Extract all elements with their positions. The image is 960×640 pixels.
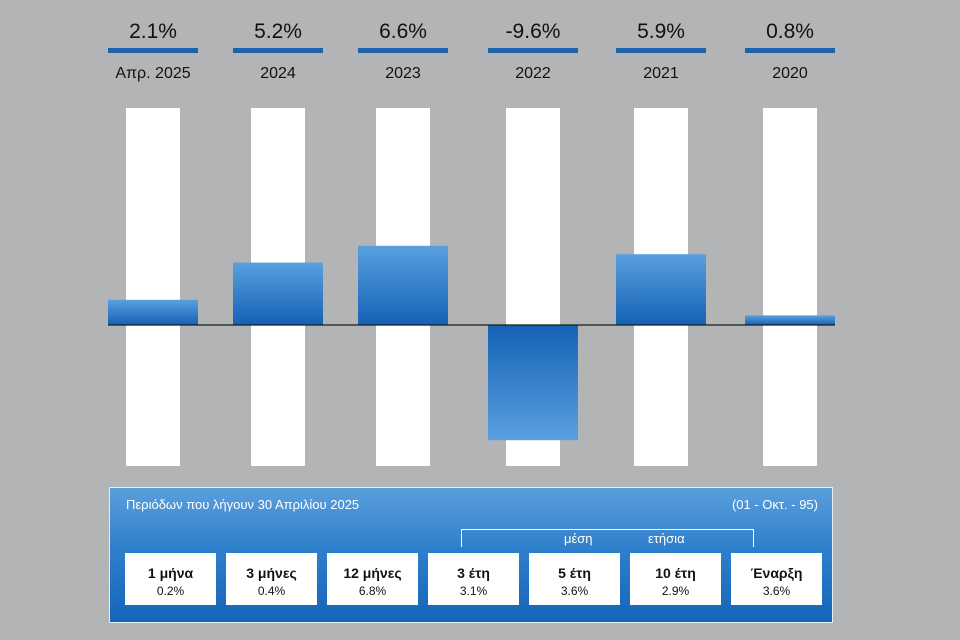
card-value: 0.2% xyxy=(156,584,185,598)
card-1-month: 1 μήνα 0.2% xyxy=(125,553,216,605)
card-value: 3.6% xyxy=(560,584,589,598)
card-3-years: 3 έτη 3.1% xyxy=(428,553,519,605)
header-underline xyxy=(745,48,835,53)
card-label: 12 μήνες xyxy=(343,565,402,581)
header-underline xyxy=(616,48,706,53)
header-underline xyxy=(108,48,198,53)
annual-label: ετήσια xyxy=(648,531,685,546)
card-label: 10 έτη xyxy=(655,565,696,581)
card-3-months: 3 μήνες 0.4% xyxy=(226,553,317,605)
bar-track xyxy=(763,108,817,466)
card-inception: Έναρξη 3.6% xyxy=(731,553,822,605)
header-underline xyxy=(233,48,323,53)
card-value: 2.9% xyxy=(661,584,690,598)
bar xyxy=(108,299,198,325)
average-label: μέση xyxy=(564,531,593,546)
data-label: 0.8% xyxy=(766,20,814,43)
average-annual-bracket xyxy=(461,529,754,547)
category-label: 2023 xyxy=(385,65,421,82)
bar-track xyxy=(126,108,180,466)
returns-bar-chart: 2.1% Απρ. 2025 5.2% 2024 6.6% 2023 -9.6% 2022 5.… xyxy=(108,20,835,466)
data-label: 5.2% xyxy=(254,20,302,43)
summary-title: Περιόδων που λήγουν 30 Απριλίου 2025 xyxy=(126,497,360,512)
card-10-years: 10 έτη 2.9% xyxy=(630,553,721,605)
category-label: 2024 xyxy=(260,65,296,82)
card-label: 1 μήνα xyxy=(147,565,194,581)
header-underline xyxy=(488,48,578,53)
card-label: Έναρξη xyxy=(750,565,803,581)
bar xyxy=(358,245,448,325)
card-12-months: 12 μήνες 6.8% xyxy=(327,553,418,605)
card-value: 3.1% xyxy=(459,584,488,598)
category-label: Απρ. 2025 xyxy=(115,65,190,82)
data-label: 2.1% xyxy=(129,20,177,43)
category-label: 2022 xyxy=(515,65,551,82)
summary-range: (01 - Οκτ. - 95) xyxy=(731,497,818,512)
bar xyxy=(488,325,578,441)
data-label: 6.6% xyxy=(379,20,427,43)
card-5-years: 5 έτη 3.6% xyxy=(529,553,620,605)
category-label: 2020 xyxy=(772,65,808,82)
data-label: -9.6% xyxy=(506,20,561,43)
bar xyxy=(616,254,706,325)
category-label: 2021 xyxy=(643,65,679,82)
summary-panel: Περιόδων που λήγουν 30 Απριλίου 2025 (01… xyxy=(109,487,833,623)
bar xyxy=(745,315,835,325)
bar xyxy=(233,262,323,325)
card-label: 5 έτη xyxy=(558,565,591,581)
card-value: 3.6% xyxy=(762,584,791,598)
data-label: 5.9% xyxy=(637,20,685,43)
card-value: 6.8% xyxy=(358,584,387,598)
card-value: 0.4% xyxy=(257,584,286,598)
header-underline xyxy=(358,48,448,53)
card-label: 3 έτη xyxy=(457,565,490,581)
card-label: 3 μήνες xyxy=(246,565,297,581)
